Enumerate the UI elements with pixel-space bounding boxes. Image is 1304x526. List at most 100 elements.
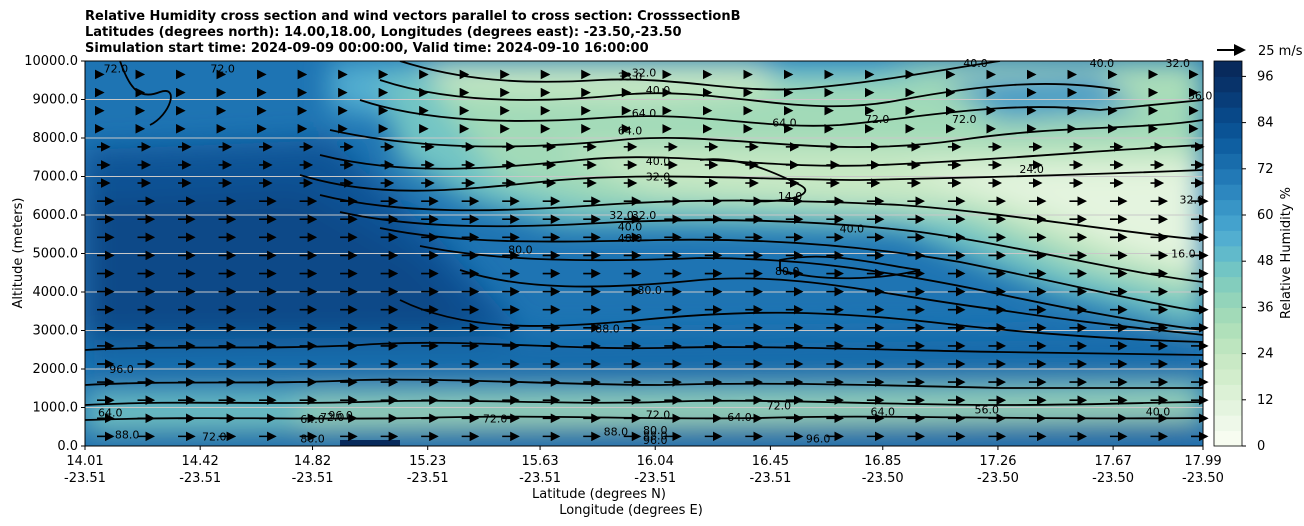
colorbar-segment xyxy=(1214,415,1242,432)
colorbar-segment xyxy=(1214,261,1242,278)
contour-label: 40.0 xyxy=(1090,57,1115,70)
x-tick-label-lon: -23.50 xyxy=(1182,471,1224,486)
y-tick-label: 1000.0 xyxy=(33,401,79,416)
colorbar-segment xyxy=(1214,61,1242,77)
contour-label: 40.0 xyxy=(1146,405,1171,418)
y-tick-label: 9000.0 xyxy=(33,93,79,108)
colorbar-tick-label: 24 xyxy=(1257,347,1274,362)
x-axis-label-latitude: Latitude (degrees N) xyxy=(532,487,666,502)
x-tick-label-lon: -23.50 xyxy=(862,471,904,486)
contour-label: 96.0 xyxy=(643,434,668,447)
colorbar-tick-label: 0 xyxy=(1257,439,1265,454)
contour-label: 72.0 xyxy=(952,113,977,126)
colorbar-segment xyxy=(1214,184,1242,201)
contour-label: 32.0 xyxy=(646,171,671,184)
colorbar-tick-label: 96 xyxy=(1257,69,1274,84)
colorbar-tick-label: 48 xyxy=(1257,254,1274,269)
contour-labels: 72.0 72.0 32.033.040.040.0 32.040.056.064.0… xyxy=(98,57,1212,447)
colorbar-segment xyxy=(1214,430,1242,447)
contour-label: 80.0 xyxy=(775,265,800,278)
colorbar-segment xyxy=(1214,107,1242,124)
contour-label: 64.0 xyxy=(772,117,797,130)
colorbar-segment xyxy=(1214,153,1242,170)
colorbar: 0 12 24 36 48 60 72 84 96 xyxy=(1213,60,1274,454)
wind-vectors xyxy=(95,69,1209,442)
x-tick-label-lat: 14.82 xyxy=(294,454,331,469)
contour-label: 88.0 xyxy=(604,425,629,438)
contour-label: 33.0 xyxy=(618,70,643,83)
colorbar-segment xyxy=(1214,369,1242,385)
y-tick-label: 6000.0 xyxy=(33,208,79,223)
x-tick-label-lat: 16.04 xyxy=(637,454,674,469)
contour-label: 56.0 xyxy=(1188,90,1213,103)
contour-label: 88.0 xyxy=(595,323,620,336)
colorbar-segment xyxy=(1214,292,1242,308)
y-tick-label: 5000.0 xyxy=(33,247,79,262)
contour-label: 64.0 xyxy=(871,405,896,418)
x-tick-label-lat: 17.99 xyxy=(1184,454,1221,469)
x-tick-label-lat: 17.26 xyxy=(979,454,1016,469)
x-tick-label-lon: -23.50 xyxy=(977,471,1019,486)
contour-label: 32.0 xyxy=(632,67,657,80)
x-tick-label-lat: 17.67 xyxy=(1095,454,1132,469)
colorbar-tick-label: 12 xyxy=(1257,393,1274,408)
y-tick-label: 8000.0 xyxy=(33,131,79,146)
y-tick-label: 7000.0 xyxy=(33,170,79,185)
title-line-1: Relative Humidity cross section and wind… xyxy=(85,9,741,24)
colorbar-segment xyxy=(1214,353,1242,370)
contour-label: 72.0 xyxy=(767,400,792,413)
y-axis: 0.0 1000.0 2000.0 3000.0 4000.0 5000.0 6000.0 7… xyxy=(24,54,85,454)
contour-label: 16.0 xyxy=(1171,248,1196,261)
y-tick-label: 10000.0 xyxy=(24,54,78,69)
colorbar-tick-label: 36 xyxy=(1257,300,1274,315)
colorbar-frame xyxy=(1213,60,1243,447)
chart-title: Relative Humidity cross section and wind… xyxy=(85,9,741,57)
contour-label: 48.0 xyxy=(618,232,643,245)
x-tick-label-lat: 15.63 xyxy=(521,454,558,469)
colorbar-segment xyxy=(1214,245,1242,262)
colorbar-segment xyxy=(1214,384,1242,401)
x-axis-label-longitude: Longitude (degrees E) xyxy=(559,503,703,518)
contour-label: 72.0 xyxy=(483,412,508,425)
colorbar-segment xyxy=(1214,168,1242,185)
quiver-key-label: 25 m/s xyxy=(1258,44,1303,59)
y-tick-label: 0.0 xyxy=(57,439,78,454)
contour-label: 88.0 xyxy=(643,430,668,443)
contour-label: 56.0 xyxy=(974,403,999,416)
colorbar-segment xyxy=(1214,230,1242,247)
colorbar-segment xyxy=(1214,322,1242,339)
contour-label: 72.0 xyxy=(104,63,129,76)
colorbar-segment xyxy=(1214,276,1242,293)
colorbar-segment xyxy=(1214,91,1242,108)
contour-label: 64.0 xyxy=(98,407,123,420)
contour-label: 64.0 xyxy=(727,411,752,424)
x-tick-label-lon: -23.51 xyxy=(749,471,791,486)
x-tick-label-lat: 14.42 xyxy=(182,454,219,469)
colorbar-tick-label: 60 xyxy=(1257,208,1274,223)
contour-label: 96.0 xyxy=(109,363,134,376)
title-line-2: Latitudes (degrees north): 14.00,18.00, … xyxy=(85,25,682,40)
colorbar-tick-label: 72 xyxy=(1257,162,1274,177)
colorbar-segment xyxy=(1214,399,1242,416)
colorbar-segment xyxy=(1214,338,1242,355)
colorbar-segment xyxy=(1214,122,1242,139)
contour-label: 64.0 xyxy=(300,413,325,426)
contour-label: 40.0 xyxy=(646,84,671,97)
x-tick-label-lat: 15.23 xyxy=(409,454,446,469)
x-tick-label-lon: -23.51 xyxy=(407,471,449,486)
y-tick-label: 4000.0 xyxy=(33,285,79,300)
contour-label: 72.0 xyxy=(210,63,235,76)
y-axis-label: Altitude (meters) xyxy=(11,198,26,309)
x-tick-label-lon: -23.51 xyxy=(179,471,221,486)
contour-label: 40.0 xyxy=(963,57,988,70)
colorbar-tick-label: 84 xyxy=(1257,116,1274,131)
contour-label: 32.0 xyxy=(1180,194,1205,207)
contour-label: 88.0 xyxy=(115,428,140,441)
y-tick-label: 3000.0 xyxy=(33,324,79,339)
x-tick-label-lon: -23.51 xyxy=(519,471,561,486)
x-tick-label-lon: -23.50 xyxy=(1092,471,1134,486)
x-tick-label-lat: 14.01 xyxy=(66,454,103,469)
contour-label: 80.0 xyxy=(300,432,325,445)
quiver-key: 25 m/s xyxy=(1217,44,1303,59)
